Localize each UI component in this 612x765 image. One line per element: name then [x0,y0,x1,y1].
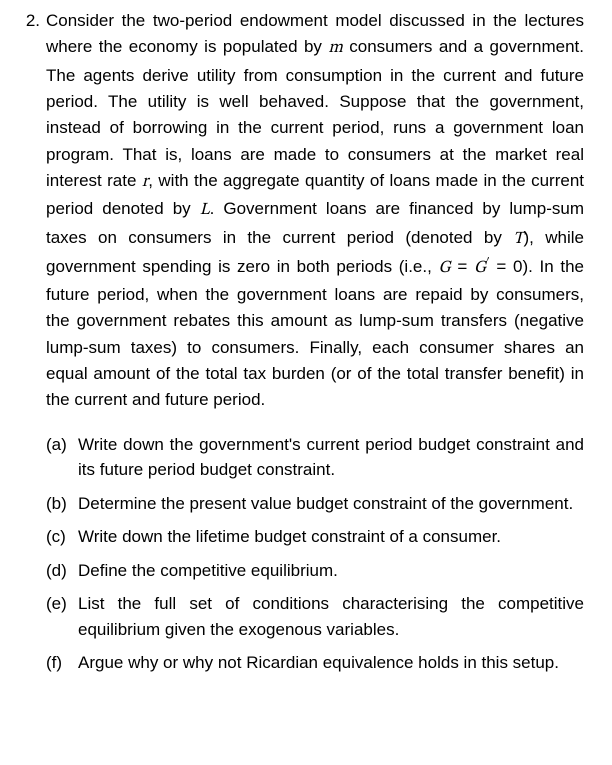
subpart-label: (a) [46,432,78,458]
subpart-label: (f) [46,650,78,676]
problem-statement: Consider the two-period endowment model … [46,11,584,409]
subpart-text: Determine the present value budget const… [78,491,584,517]
subpart-text: Argue why or why not Ricardian equivalen… [78,650,584,676]
subpart-c: (c) Write down the lifetime budget const… [46,524,584,550]
subpart-b: (b) Determine the present value budget c… [46,491,584,517]
subparts: (a) Write down the government's current … [46,432,584,676]
subpart-label: (c) [46,524,78,550]
subpart-label: (d) [46,558,78,584]
subpart-text: Write down the government's current peri… [78,432,584,483]
problem-number: 2. [12,8,46,34]
subpart-label: (e) [46,591,78,617]
subpart-text: Define the competitive equilibrium. [78,558,584,584]
subpart-d: (d) Define the competitive equilibrium. [46,558,584,584]
page: 2. Consider the two-period endowment mod… [0,0,612,765]
subpart-e: (e) List the full set of conditions char… [46,591,584,642]
subpart-text: Write down the lifetime budget constrain… [78,524,584,550]
subpart-text: List the full set of conditions characte… [78,591,584,642]
problem: 2. Consider the two-period endowment mod… [12,8,584,676]
subpart-f: (f) Argue why or why not Ricardian equiv… [46,650,584,676]
problem-body: Consider the two-period endowment model … [46,8,584,676]
subpart-label: (b) [46,491,78,517]
subpart-a: (a) Write down the government's current … [46,432,584,483]
